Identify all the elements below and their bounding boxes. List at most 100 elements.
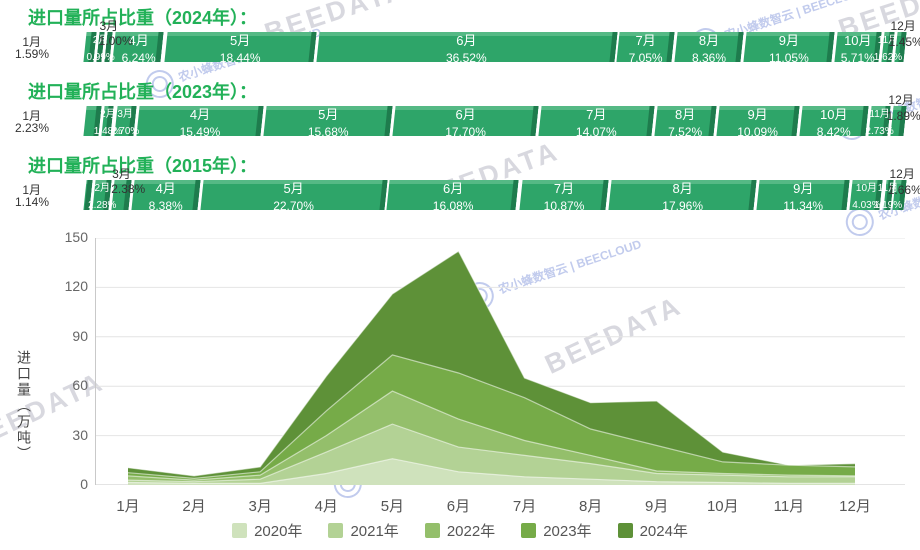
segment-label: 5月 18.44% xyxy=(219,33,261,65)
bar-segment-6月[interactable]: 6月 16.08% xyxy=(388,180,517,213)
chart-legend: 2020年 2021年 2022年 2023年 2024年 xyxy=(0,520,920,541)
share-bar-track: 1月 1.14% 2月 2.28% 3月 2.38% 4月 8.38% 5月 22.70% 6月 16… xyxy=(15,167,920,213)
segment-label: 10月 5.71% xyxy=(840,33,875,65)
segment-label: 6月 36.52% xyxy=(445,33,487,65)
bar-segment-9月[interactable]: 9月 10.09% xyxy=(718,106,798,139)
legend-label: 2024年 xyxy=(639,523,688,540)
bar-segment-10月[interactable]: 10月 4.03% xyxy=(851,180,881,211)
bar-segment-8月[interactable]: 8月 17.96% xyxy=(610,180,755,213)
bar-segment-7月[interactable]: 7月 10.87% xyxy=(521,180,607,212)
bar-segment-1月[interactable]: 1月 1.59% xyxy=(15,32,95,62)
segment-pct-label: 1.00% xyxy=(98,34,133,48)
x-tick-7月: 7月 xyxy=(512,498,537,515)
segment-label: 9月 10.09% xyxy=(737,107,778,139)
legend-item-2023年[interactable]: 2023年 xyxy=(521,520,592,541)
legend-item-2024年[interactable]: 2024年 xyxy=(617,520,688,541)
bar-segment-6月[interactable]: 6月 36.52% xyxy=(318,32,616,65)
bar-segment-8月[interactable]: 8月 7.52% xyxy=(656,106,715,139)
legend-item-2020年[interactable]: 2020年 xyxy=(232,520,302,541)
bar-segment-3月[interactable]: 3月 2.70% xyxy=(111,106,139,137)
segment-label: 9月 11.05% xyxy=(768,33,809,65)
share-row-2: 进口量所占比重（2023年）： 1月 2.23% 2月 1.48% 3月 2.70% 4月 15… xyxy=(0,78,920,152)
share-bar-track: 1月 1.59% 2月 0.99% 3月 1.00% 4月 6.24% 5月 18.44% 6月 36… xyxy=(15,19,920,65)
bar-segment-2月[interactable]: 2月 0.99% xyxy=(86,32,115,63)
segment-month-label: 12月 xyxy=(888,93,914,107)
segment-month-label: 3月 xyxy=(99,19,119,33)
import-volume-area-chart: 进口量（万吨） 0 30 60 90 120 150 1月 2月 3月 4月 5月 6月 7月 8月 9月… xyxy=(0,228,920,550)
bar-segment-7月[interactable]: 7月 7.05% xyxy=(618,32,673,65)
y-tick-90: 90 xyxy=(72,327,88,344)
share-row-title: 进口量所占比重（2023年）： xyxy=(28,82,258,102)
x-tick-11月: 11月 xyxy=(773,498,805,515)
segment-label: 7月 7.05% xyxy=(628,33,663,65)
bar-segment-2月[interactable]: 2月 1.48% xyxy=(93,106,123,137)
segment-month-label: 3月 xyxy=(112,167,131,181)
bar-segment-4月[interactable]: 4月 6.24% xyxy=(114,32,162,64)
segment-label: 8月 17.96% xyxy=(662,181,703,213)
segment-pct-label: 1.89% xyxy=(886,109,920,123)
bar-segment-11月[interactable]: 11月 1.19% xyxy=(873,180,903,211)
legend-item-2022年[interactable]: 2022年 xyxy=(424,520,495,541)
segment-label: 6月 17.70% xyxy=(445,107,486,139)
segment-month-label: 1月 xyxy=(22,35,41,49)
area-2020年[interactable] xyxy=(128,458,855,485)
y-tick-30: 30 xyxy=(72,426,88,443)
legend-item-2021年[interactable]: 2021年 xyxy=(328,520,399,541)
bar-segment-9月[interactable]: 9月 11.05% xyxy=(745,32,833,65)
segment-label: 4月 15.49% xyxy=(179,107,221,139)
legend-swatch xyxy=(232,523,248,538)
segment-label: 10月 8.42% xyxy=(816,107,851,139)
bar-segment-7月[interactable]: 7月 14.07% xyxy=(540,106,653,139)
y-tick-0: 0 xyxy=(80,476,88,492)
bar-segment-1月[interactable]: 1月 2.23% xyxy=(15,106,100,136)
bar-segment-11月[interactable]: 11月 1.62% xyxy=(874,32,902,63)
x-tick-4月: 4月 xyxy=(314,498,338,515)
bar-segment-4月[interactable]: 4月 15.49% xyxy=(138,106,262,139)
bar-segment-3月[interactable]: 3月 1.00% xyxy=(99,19,133,62)
area-2021年[interactable] xyxy=(128,424,855,485)
x-tick-1月: 1月 xyxy=(116,498,140,515)
segment-pct-label: 2.23% xyxy=(14,121,49,135)
y-axis-title: 进口量（万吨） xyxy=(16,350,32,462)
segment-label: 6月 16.08% xyxy=(432,181,474,213)
bar-segment-9月[interactable]: 9月 11.34% xyxy=(758,180,848,212)
segment-label: 2月 0.99% xyxy=(86,35,115,63)
segment-label: 5月 22.70% xyxy=(273,181,314,213)
segment-label: 2月 1.48% xyxy=(93,109,123,137)
bar-segment-8月[interactable]: 8月 8.36% xyxy=(676,32,742,65)
bar-segment-12月[interactable]: 12月 1.66% xyxy=(888,167,920,210)
legend-swatch xyxy=(424,523,440,538)
bar-segment-10月[interactable]: 10月 5.71% xyxy=(836,32,880,65)
bar-segment-1月[interactable]: 1月 1.14% xyxy=(15,180,91,210)
bar-segment-5月[interactable]: 5月 22.70% xyxy=(202,180,386,213)
segment-month-label: 12月 xyxy=(890,19,916,33)
segment-pct-label: 1.59% xyxy=(14,47,49,61)
segment-pct-label: 1.14% xyxy=(14,195,49,209)
bar-segment-3月[interactable]: 3月 2.38% xyxy=(111,167,145,210)
share-row-3: 进口量所占比重（2015年）： 1月 1.14% 2月 2.28% 3月 2.38% 4月 8.… xyxy=(0,152,920,226)
area-plot[interactable] xyxy=(95,238,905,485)
segment-pct-label: 2.38% xyxy=(111,182,146,196)
x-tick-8月: 8月 xyxy=(578,498,603,515)
bar-segment-2月[interactable]: 2月 2.28% xyxy=(88,180,116,211)
bar-segment-10月[interactable]: 10月 8.42% xyxy=(801,106,867,139)
segment-pct-label: 1.45% xyxy=(888,35,920,49)
bar-segment-12月[interactable]: 12月 1.45% xyxy=(889,19,920,62)
segment-month-label: 1月 xyxy=(22,183,41,197)
bar-segment-11月[interactable]: 11月 2.73% xyxy=(865,106,893,137)
bar-segment-4月[interactable]: 4月 8.38% xyxy=(133,180,199,212)
share-row-1: 进口量所占比重（2024年）： 1月 1.59% 2月 0.99% 3月 1.00% 4月 6.… xyxy=(0,4,920,78)
legend-swatch xyxy=(617,523,633,538)
segment-label: 8月 7.52% xyxy=(668,107,703,139)
segment-label: 11月 1.19% xyxy=(873,183,903,211)
legend-swatch xyxy=(521,523,537,538)
bar-segment-12月[interactable]: 12月 1.89% xyxy=(887,93,920,136)
legend-swatch xyxy=(328,523,344,538)
bar-segment-6月[interactable]: 6月 17.70% xyxy=(394,106,537,139)
bar-segment-5月[interactable]: 5月 15.68% xyxy=(265,106,391,138)
x-tick-10月: 10月 xyxy=(706,498,739,515)
segment-label: 7月 14.07% xyxy=(575,107,617,139)
share-row-title: 进口量所占比重（2024年）： xyxy=(28,8,258,28)
segment-label: 8月 8.36% xyxy=(691,33,726,65)
bar-segment-5月[interactable]: 5月 18.44% xyxy=(166,32,315,65)
